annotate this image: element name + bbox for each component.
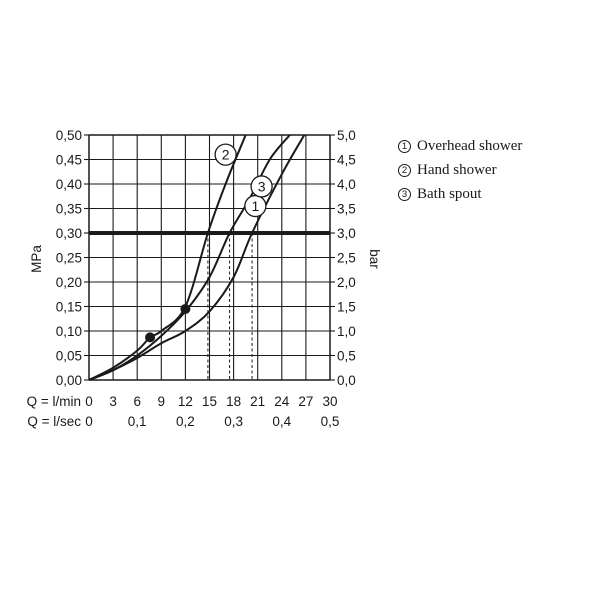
- y-tick-label-bar: 5,0: [337, 128, 356, 143]
- marker-layer: 1 2 3: [145, 143, 273, 343]
- x-tick-label-lmin: 15: [202, 394, 217, 409]
- legend-label-hand-shower: Hand shower: [417, 161, 497, 178]
- x-tick-label-lsec: 0,4: [272, 414, 291, 429]
- grid: [84, 134, 335, 381]
- legend-item-bath-spout: 3 Bath spout: [398, 182, 522, 206]
- series-bubble-label-1: 1: [251, 198, 259, 214]
- x-tick-label-lmin: 30: [322, 394, 337, 409]
- series-bubble-label-3: 3: [258, 178, 266, 194]
- y-tick-label-bar: 1,5: [337, 300, 356, 315]
- legend-number-3: 3: [398, 187, 411, 201]
- tick-labels: 0,000,050,100,150,200,250,300,350,400,45…: [56, 128, 356, 429]
- legend-item-hand-shower: 2 Hand shower: [398, 158, 522, 182]
- legend-number-1: 1: [398, 139, 411, 153]
- y-tick-label-mpa: 0,05: [56, 349, 82, 364]
- x-tick-label-lsec: 0,2: [176, 414, 195, 429]
- legend: 1 Overhead shower 2 Hand shower 3 Bath s…: [398, 134, 522, 206]
- y-tick-label-mpa: 0,35: [56, 202, 82, 217]
- y-tick-label-bar: 3,0: [337, 226, 356, 241]
- y-tick-label-mpa: 0,20: [56, 275, 82, 290]
- y-tick-label-mpa: 0,50: [56, 128, 82, 143]
- y-tick-label-mpa: 0,10: [56, 324, 82, 339]
- y-tick-label-mpa: 0,30: [56, 226, 82, 241]
- x-tick-label-lsec: 0,1: [128, 414, 147, 429]
- x-tick-label-lmin: 24: [274, 394, 290, 409]
- reference-layer: [89, 231, 330, 380]
- y-tick-label-mpa: 0,00: [56, 373, 82, 388]
- x-tick-label-lmin: 21: [250, 394, 265, 409]
- legend-item-overhead-shower: 1 Overhead shower: [398, 134, 522, 158]
- x-tick-label-lmin: 3: [109, 394, 117, 409]
- x-tick-label-lmin: 18: [226, 394, 241, 409]
- y-tick-label-bar: 0,0: [337, 373, 356, 388]
- series-marker-2: [145, 332, 156, 343]
- x-tick-label-lmin: 12: [178, 394, 193, 409]
- y-tick-label-bar: 4,5: [337, 153, 356, 168]
- y-tick-label-bar: 1,0: [337, 324, 356, 339]
- series-line-3: [88, 134, 306, 381]
- y-axis-title-left: MPa: [29, 245, 44, 273]
- y-tick-label-mpa: 0,25: [56, 251, 82, 266]
- y-tick-label-bar: 4,0: [337, 177, 356, 192]
- legend-label-overhead-shower: Overhead shower: [417, 137, 523, 154]
- series-bubble-2: [214, 143, 237, 166]
- y-tick-label-mpa: 0,40: [56, 177, 82, 192]
- y-axis-title-right: bar: [367, 249, 382, 269]
- series-bubble-3: [250, 175, 273, 198]
- x-tick-label-lsec: 0,5: [321, 414, 340, 429]
- x-tick-label-lsec: 0,3: [224, 414, 243, 429]
- y-tick-label-bar: 3,5: [337, 202, 356, 217]
- legend-number-2: 2: [398, 163, 411, 177]
- x-tick-label-lmin: 27: [298, 394, 313, 409]
- y-tick-label-mpa: 0,15: [56, 300, 82, 315]
- y-tick-label-mpa: 0,45: [56, 153, 82, 168]
- x-tick-label-lmin: 6: [133, 394, 141, 409]
- series-marker-3: [180, 303, 191, 314]
- y-tick-label-bar: 2,5: [337, 251, 356, 266]
- series-line-2: [88, 134, 247, 381]
- legend-label-bath-spout: Bath spout: [417, 185, 482, 202]
- y-tick-label-bar: 0,5: [337, 349, 356, 364]
- x-tick-label-lmin: 0: [85, 394, 93, 409]
- x-tick-label-lmin: 9: [158, 394, 166, 409]
- y-tick-label-bar: 2,0: [337, 275, 356, 290]
- x-axis-title-lsec: Q = l/sec: [27, 414, 81, 429]
- x-tick-label-lsec: 0: [85, 414, 93, 429]
- series-bubble-label-2: 2: [222, 147, 230, 163]
- x-axis-title-lmin: Q = l/min: [27, 394, 81, 409]
